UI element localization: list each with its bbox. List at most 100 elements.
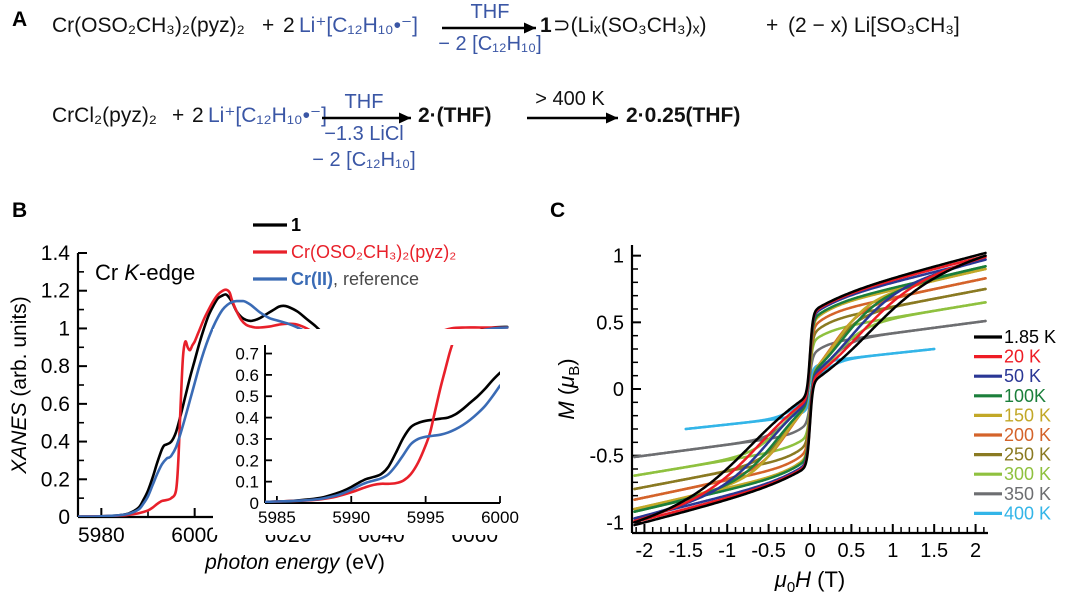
eq1-product-2: (2 − x) Li[SO₃CH₃]	[788, 14, 960, 37]
y-tick-label: 0.4	[41, 431, 71, 454]
x-axis-title: μ0H (T)	[774, 567, 846, 596]
inset-y-tick-label: 0.4	[235, 409, 259, 428]
xanes-inset: 0 0.1 0.2 0.3 0.4 0.5 0.6 0.7 5985 5990 5995 6000	[213, 329, 519, 535]
x-tick-label: 2	[970, 540, 981, 562]
x-axis-title: photon energy (eV)	[204, 551, 385, 574]
hysteresis-series-line	[633, 254, 987, 527]
legend-row-background	[972, 407, 1080, 426]
y-axis-title: XANES (arb. units)	[8, 296, 31, 474]
eq2-product-1: 2·(THF)	[418, 104, 491, 127]
inset-x-tick-label: 5995	[407, 508, 445, 527]
eq1-arrow-above: THF	[471, 1, 510, 23]
legend-row-background	[972, 368, 1080, 387]
y-tick-label: 0	[613, 379, 624, 401]
inset-y-tick-label: 0.1	[235, 473, 259, 492]
legend-label: 100K	[1004, 386, 1046, 406]
legend-row-background	[972, 466, 1080, 485]
cr-k-edge-annotation: Cr K-edge	[95, 260, 195, 285]
hysteresis-series-line	[633, 287, 987, 491]
hysteresis-series-line	[633, 265, 987, 513]
legend-label: 1	[291, 215, 301, 235]
legend-label: 250 K	[1004, 445, 1051, 465]
hysteresis-series-line	[633, 251, 987, 524]
hysteresis-series-line	[633, 267, 987, 511]
y-tick-label: 0.5	[596, 312, 624, 334]
legend-row-background	[972, 387, 1080, 406]
inset-y-tick-label: 0.2	[235, 451, 259, 470]
eq1-coefficient: 2	[283, 14, 295, 37]
inset-y-tick-label: 0.3	[235, 430, 259, 449]
xanes-legend: 1 Cr(OSO₂CH₃)₂(pyz)₂ Cr(II), reference	[253, 215, 456, 289]
x-tick-label: 6000	[171, 524, 218, 547]
inset-y-tick-label: 0.6	[235, 366, 259, 385]
inset-x-tick-label: 5985	[258, 508, 296, 527]
eq2-plus: +	[172, 104, 184, 127]
x-tick-label: 1	[887, 540, 898, 562]
panel-label-c: C	[550, 199, 566, 222]
inset-curves	[265, 345, 500, 503]
eq2-arrow1-below-1: −1.3 LiCl	[324, 123, 404, 145]
reaction-scheme-panel: A Cr(OSO₂CH₃)₂(pyz)₂ + 2 Li⁺[C₁₂H₁₀•⁻] T…	[0, 0, 1080, 195]
scheme-svg: Cr(OSO₂CH₃)₂(pyz)₂ + 2 Li⁺[C₁₂H₁₀•⁻] THF…	[52, 1, 960, 171]
eq2-reactant2: Li⁺[C₁₂H₁₀•⁻]	[208, 104, 327, 127]
x-tick-label: 0	[804, 540, 815, 562]
inset-x-tick-label: 5990	[332, 508, 370, 527]
hysteresis-series-line	[633, 287, 987, 491]
eq1-product-1-rest: ⊃(Liₓ(SO₃CH₃)ₓ)	[553, 14, 706, 37]
legend-label: 50 K	[1004, 366, 1041, 386]
legend-row-background	[972, 427, 1080, 445]
xanes-panel: B 0 0.2 0.4 0.6 0.8 1 1.2 1.4 5980 6000 6020 6040 60…	[0, 195, 540, 598]
hysteresis-series-line	[633, 267, 987, 511]
y-tick-label: 0.8	[41, 355, 70, 378]
y-tick-label: 1	[613, 246, 624, 268]
legend-label: 300 K	[1004, 464, 1051, 484]
y-tick-label: 1.4	[41, 242, 71, 265]
hysteresis-series-line	[633, 265, 987, 513]
y-tick-label: 1	[58, 317, 70, 340]
legend-label: 1.85 K	[1004, 327, 1056, 347]
legend-label: 150 K	[1004, 405, 1051, 425]
magnetization-plot-area: -1 -0.5 0 0.5 1 -2 -1.5 -1 -0.5 0 0.5 1 1.5 2 μ0H (T) M…	[554, 245, 988, 596]
panel-label-a: A	[12, 8, 28, 31]
eq1-arrow-head	[524, 22, 536, 34]
legend-row-background	[972, 485, 1080, 504]
x-tick-label: 5980	[78, 524, 125, 547]
y-tick-label: 0.6	[41, 393, 70, 416]
legend-label: 200 K	[1004, 425, 1051, 445]
magnetization-chart: -1 -0.5 0 0.5 1 -2 -1.5 -1 -0.5 0 0.5 1 1.5 2 μ0H (T) M…	[554, 245, 1080, 596]
eq2-arrow2-head	[606, 112, 618, 124]
x-tick-label: -2	[636, 540, 654, 562]
x-tick-label: -1.5	[669, 540, 703, 562]
eq1-arrow-below: − 2 [C₁₂H₁₀]	[438, 33, 541, 55]
inset-series-line	[265, 371, 500, 503]
y-tick-label: 0.2	[41, 468, 70, 491]
inset-series-line	[265, 384, 500, 503]
eq1-plus: +	[262, 14, 274, 37]
inset-x-tick-label: 6000	[481, 508, 519, 527]
y-tick-label: 1.2	[41, 280, 70, 303]
eq1-reactant2: Li⁺[C₁₂H₁₀•⁻]	[299, 14, 418, 37]
eq2-arrow2-above: > 400 K	[535, 88, 605, 110]
hysteresis-curves	[633, 251, 987, 527]
inset-y-tick-label: 0	[250, 494, 259, 513]
panel-label-b: B	[12, 199, 28, 222]
eq1-reactant1: Cr(OSO₂CH₃)₂(pyz)₂	[52, 14, 245, 37]
y-tick-label: 0	[58, 506, 70, 529]
legend-label: 350 K	[1004, 484, 1051, 504]
inset-background	[213, 329, 518, 535]
x-tick-label: -1	[718, 540, 736, 562]
eq2-arrow1-head	[399, 112, 411, 124]
y-axis-title: M (μB)	[554, 358, 583, 419]
legend-row-background	[972, 348, 1080, 367]
eq2-reactant1: CrCl₂(pyz)₂	[52, 104, 157, 127]
eq2-arrow1-above: THF	[345, 91, 384, 113]
eq2-product-2: 2·0.25(THF)	[626, 104, 740, 127]
x-tick-label: -0.5	[751, 540, 785, 562]
eq1-plus2: +	[766, 14, 778, 37]
y-tick-label: -0.5	[590, 446, 624, 468]
inset-y-tick-label: 0.7	[235, 345, 259, 364]
inset-y-tick-label: 0.5	[235, 387, 259, 406]
legend-row-background	[972, 446, 1080, 465]
